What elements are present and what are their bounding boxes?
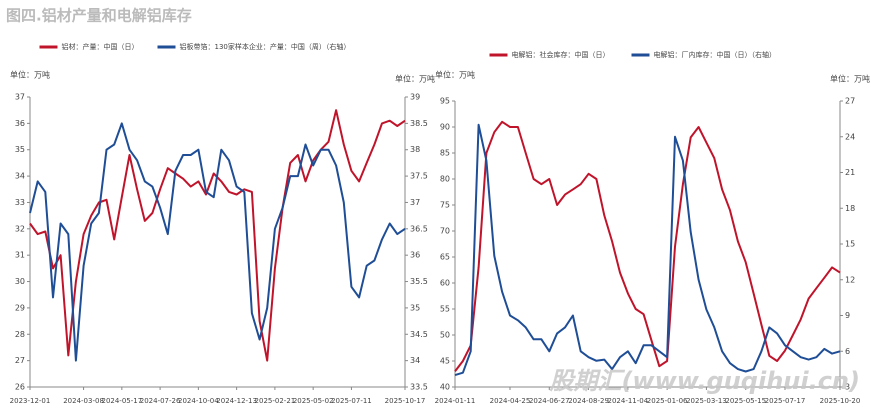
y2-tick-label: 36 xyxy=(410,251,420,260)
y-tick-label: 28 xyxy=(15,330,25,339)
y2-tick-label: 3 xyxy=(845,383,850,392)
x-tick-label: 2024-08-29 xyxy=(568,397,609,405)
y2-tick-label: 34 xyxy=(410,356,420,365)
data-line xyxy=(29,109,406,362)
y-tick-label: 60 xyxy=(440,279,450,288)
legend-label: 铝材：产量：中国（日） xyxy=(62,42,139,51)
x-tick-label: 2024-07-26 xyxy=(140,397,181,405)
data-line xyxy=(454,120,841,373)
watermark: 股期汇(www.guqihui.cn) xyxy=(548,367,860,395)
y-tick-label: 70 xyxy=(440,227,450,236)
y2-unit-label: 单位：万吨 xyxy=(830,74,870,84)
y-tick-label: 45 xyxy=(440,357,450,366)
y2-tick-label: 39 xyxy=(410,93,420,102)
data-line xyxy=(454,123,841,377)
y-tick-label: 50 xyxy=(440,331,450,340)
y-tick-label: 35 xyxy=(15,145,25,154)
y-tick-label: 29 xyxy=(15,303,25,312)
y2-tick-label: 37 xyxy=(410,198,420,207)
x-tick-label: 2024-11-04 xyxy=(608,397,649,405)
y-tick-label: 40 xyxy=(440,383,450,392)
y-tick-label: 31 xyxy=(15,251,25,260)
y-tick-label: 36 xyxy=(15,119,25,128)
y-tick-label: 55 xyxy=(440,305,450,314)
x-tick-label: 2024-01-11 xyxy=(435,397,476,405)
y2-tick-label: 38.5 xyxy=(410,119,428,128)
x-tick-label: 2024-05-17 xyxy=(101,397,142,405)
legend-label: 电解铝：社会库存：中国（日） xyxy=(512,50,610,59)
x-tick-label: 2025-07-11 xyxy=(331,397,372,405)
y-tick-label: 32 xyxy=(15,224,25,233)
x-tick-label: 2023-12-01 xyxy=(10,397,51,405)
y-tick-label: 65 xyxy=(440,253,450,262)
x-tick-label: 2024-12-13 xyxy=(216,397,257,405)
y2-tick-label: 35.5 xyxy=(410,277,428,286)
y2-tick-label: 6 xyxy=(845,347,850,356)
y2-tick-label: 12 xyxy=(845,275,855,284)
y2-tick-label: 24 xyxy=(845,132,855,141)
y2-tick-label: 9 xyxy=(845,311,850,320)
y-unit-label: 单位：万吨 xyxy=(10,70,50,80)
y-tick-label: 27 xyxy=(15,356,25,365)
data-line xyxy=(29,122,406,362)
y2-tick-label: 37.5 xyxy=(410,172,428,181)
legend-label: 电解铝：厂内库存：中国（日）（右轴） xyxy=(654,50,777,59)
legend-label: 铝板带箔：130家样本企业：产量：中国（周）（右轴） xyxy=(180,42,351,51)
y2-unit-label: 单位：万吨 xyxy=(395,74,435,84)
x-tick-label: 2024-06-27 xyxy=(529,397,570,405)
y2-tick-label: 33.5 xyxy=(410,383,428,392)
x-tick-label: 2024-10-04 xyxy=(178,397,219,405)
x-tick-label: 2025-10-20 xyxy=(820,397,861,405)
y-tick-label: 75 xyxy=(440,201,450,210)
x-tick-label: 2025-10-17 xyxy=(385,397,426,405)
y2-tick-label: 15 xyxy=(845,240,855,249)
y-unit-label: 单位：万吨 xyxy=(435,70,475,80)
y-tick-label: 30 xyxy=(15,277,25,286)
x-tick-label: 2024-04-25 xyxy=(490,397,531,405)
y2-tick-label: 34.5 xyxy=(410,330,428,339)
y2-tick-label: 18 xyxy=(845,204,855,213)
y-tick-label: 95 xyxy=(440,97,450,106)
x-tick-label: 2024-03-08 xyxy=(63,397,104,405)
y-tick-label: 34 xyxy=(15,172,25,181)
x-tick-label: 2025-03-13 xyxy=(686,397,727,405)
x-tick-label: 2025-05-15 xyxy=(725,397,766,405)
page-title: 图四.铝材产量和电解铝库存 xyxy=(6,7,192,25)
x-tick-label: 2025-02-21 xyxy=(255,397,296,405)
y2-tick-label: 35 xyxy=(410,303,420,312)
y2-tick-label: 21 xyxy=(845,168,855,177)
y-tick-label: 37 xyxy=(15,93,25,102)
y2-tick-label: 36.5 xyxy=(410,224,428,233)
y2-tick-label: 27 xyxy=(845,97,855,106)
y-tick-label: 85 xyxy=(440,149,450,158)
y-tick-label: 33 xyxy=(15,198,25,207)
x-tick-label: 2025-01-06 xyxy=(647,397,688,405)
x-tick-label: 2025-05-02 xyxy=(293,397,334,405)
y2-tick-label: 38 xyxy=(410,145,420,154)
y-tick-label: 26 xyxy=(15,383,25,392)
x-tick-label: 2025-07-17 xyxy=(765,397,806,405)
y-tick-label: 90 xyxy=(440,123,450,132)
y-tick-label: 80 xyxy=(440,175,450,184)
